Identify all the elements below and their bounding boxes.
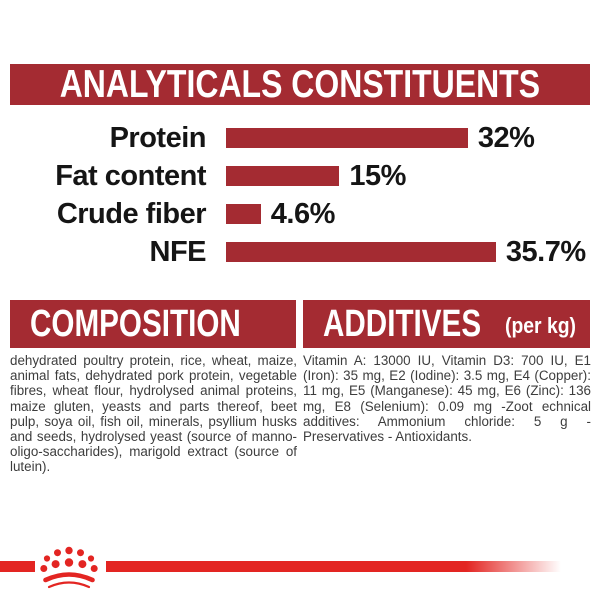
analyticals-banner: ANALYTICALS CONSTITUENTS [10,64,590,105]
bar-value: 15% [349,159,406,192]
chart-row-nfe: NFE 35.7% [0,233,600,271]
chart-row-crude-fiber: Crude fiber 4.6% [0,195,600,233]
additives-banner: ADDITIVES (per kg) [303,300,590,348]
footer-rule-left [0,561,35,572]
bar-label: Protein [109,121,207,154]
bar-fat [226,166,340,186]
chart-row-protein: Protein 32% [0,119,600,157]
composition-title: COMPOSITION [30,302,241,345]
chart-row-fat: Fat content 15% [0,157,600,195]
bar-nfe [226,242,496,262]
additives-title: ADDITIVES [323,302,482,345]
composition-banner: COMPOSITION [10,300,296,348]
additives-unit-label: (per kg) [505,313,577,338]
footer-rule-right [106,561,580,572]
bar-crude-fiber [226,204,261,224]
bar-label: NFE [149,235,207,268]
analyticals-title: ANALYTICALS CONSTITUENTS [59,64,541,105]
bar-value: 4.6% [270,197,336,230]
analytical-constituents-chart: Protein 32% Fat content 15% Crude fiber … [0,119,600,271]
bar-protein [226,128,468,148]
royal-canin-crown-icon [40,546,98,589]
composition-text: dehydrated poultry protein, rice, wheat,… [10,353,297,475]
additives-text: Vitamin A: 13000 IU, Vitamin D3: 700 IU,… [303,353,591,445]
bar-value: 32% [477,121,535,154]
bar-label: Fat content [55,159,206,192]
bar-label: Crude fiber [56,197,207,230]
bar-value: 35.7% [505,235,586,268]
